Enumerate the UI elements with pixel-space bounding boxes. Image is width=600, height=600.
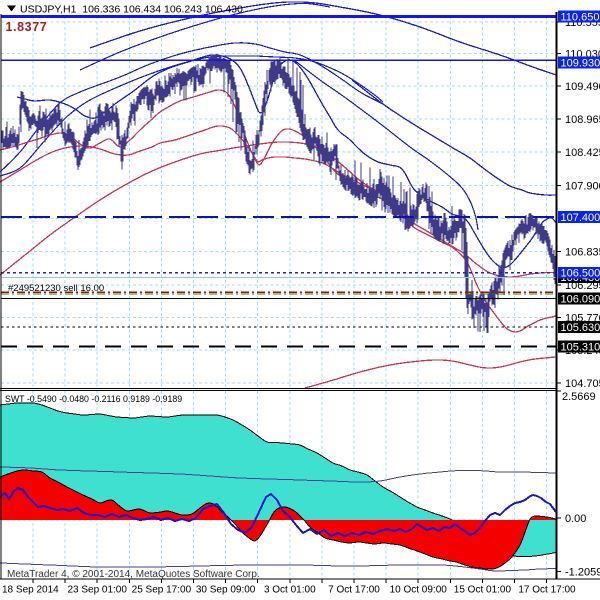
svg-text:17 Oct 17:00: 17 Oct 17:00	[518, 585, 576, 596]
svg-text:3 Oct 01:00: 3 Oct 01:00	[264, 585, 316, 596]
svg-text:106.500: 106.500	[561, 268, 600, 280]
svg-text:15 Oct 01:00: 15 Oct 01:00	[454, 585, 512, 596]
svg-text:109.930: 109.930	[561, 57, 600, 69]
svg-text:105.310: 105.310	[561, 341, 600, 353]
svg-text:110.650: 110.650	[561, 11, 600, 23]
svg-text:1.8377: 1.8377	[6, 20, 48, 34]
svg-text:108.965: 108.965	[565, 114, 600, 126]
svg-text:25 Sep 17:00: 25 Sep 17:00	[132, 585, 192, 596]
svg-text:MetaTrader 4, © 2001-2014, Met: MetaTrader 4, © 2001-2014, MetaQuotes So…	[7, 569, 260, 580]
svg-text:0.00: 0.00	[565, 513, 586, 525]
svg-text:23 Sep 01:00: 23 Sep 01:00	[67, 585, 127, 596]
svg-text:104.705: 104.705	[565, 378, 600, 390]
svg-text:7 Oct 17:00: 7 Oct 17:00	[328, 585, 380, 596]
svg-text:2.5669: 2.5669	[562, 391, 596, 403]
svg-text:#249521230 sell 16.00: #249521230 sell 16.00	[8, 283, 104, 294]
svg-text:10 Oct 09:00: 10 Oct 09:00	[390, 585, 448, 596]
svg-text:106.835: 106.835	[565, 247, 600, 259]
svg-text:-1.2059: -1.2059	[565, 567, 600, 579]
svg-text:18 Sep 2014: 18 Sep 2014	[2, 585, 59, 596]
svg-text:30 Sep 09:00: 30 Sep 09:00	[196, 585, 256, 596]
svg-text:107.900: 107.900	[565, 181, 600, 193]
svg-text:108.425: 108.425	[565, 147, 600, 159]
svg-text:USDJPY,H1 106.336 106.434 106: USDJPY,H1 106.336 106.434 106.243 106.43…	[20, 4, 243, 16]
svg-text:SWT -0.5490 -0.0480 -0.2116 0.: SWT -0.5490 -0.0480 -0.2116 0.9189 -0.91…	[5, 394, 182, 404]
svg-text:109.490: 109.490	[565, 81, 600, 93]
svg-text:106.090: 106.090	[561, 293, 600, 305]
svg-text:107.400: 107.400	[561, 212, 600, 224]
svg-text:105.630: 105.630	[561, 322, 600, 334]
